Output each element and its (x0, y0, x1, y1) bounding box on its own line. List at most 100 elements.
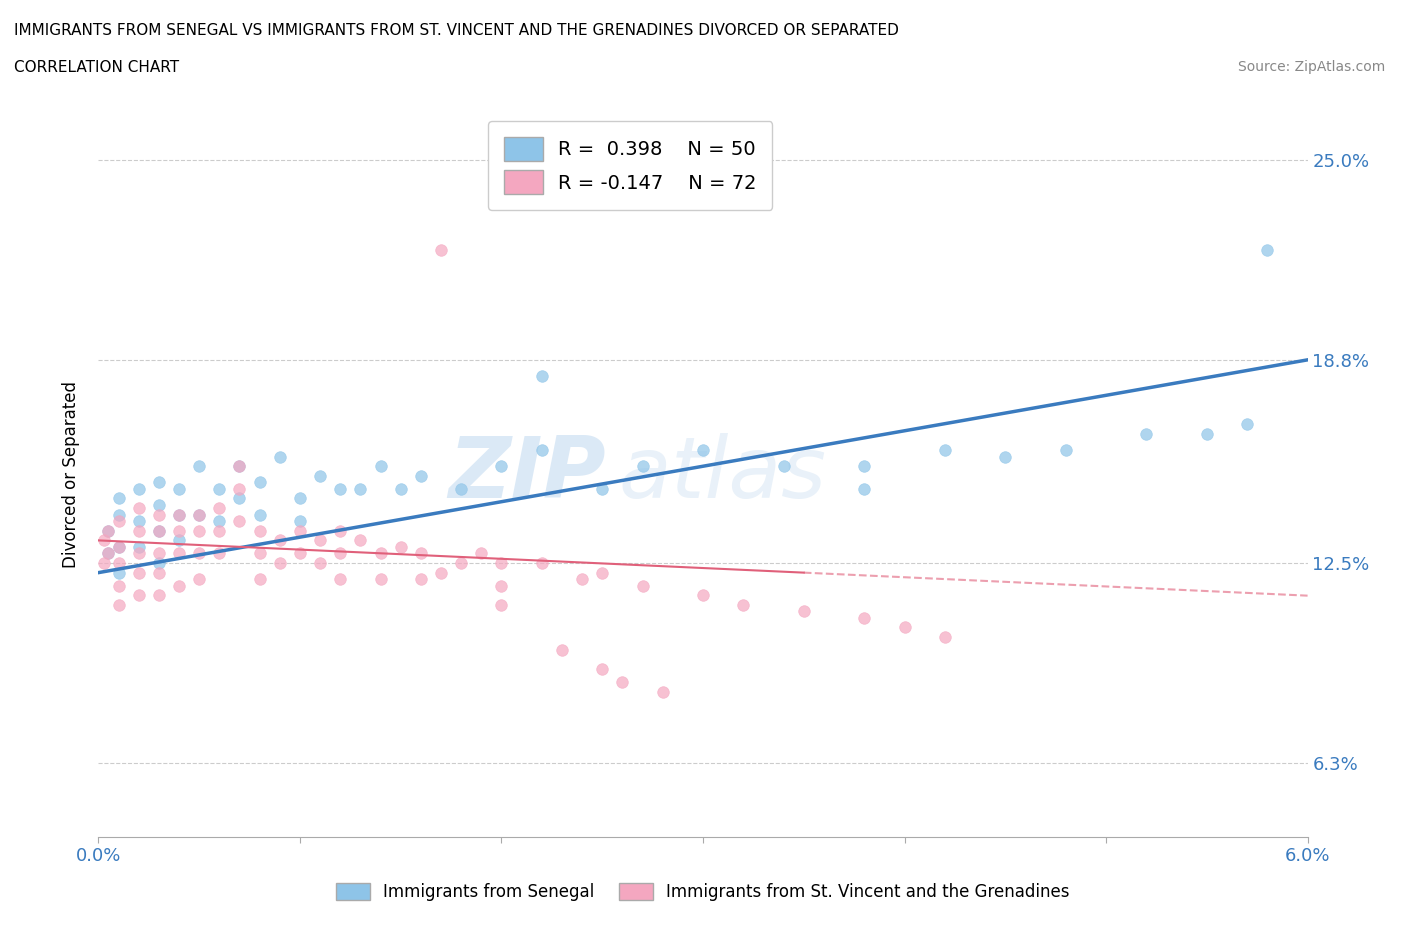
Point (228, 491, 250, 506)
Point (329, 524, 352, 538)
Point (148, 507, 170, 522)
Point (249, 546, 271, 561)
Point (530, 443, 553, 458)
Point (208, 482, 231, 497)
Point (107, 539, 129, 554)
Point (228, 458, 250, 473)
Point (208, 524, 231, 538)
Point (934, 630, 956, 644)
Point (491, 578, 513, 593)
Point (188, 524, 211, 538)
Point (249, 524, 271, 538)
Point (107, 539, 129, 554)
Text: CORRELATION CHART: CORRELATION CHART (14, 60, 179, 75)
Point (128, 546, 150, 561)
Legend: R =  0.398    N = 50, R = -0.147    N = 72: R = 0.398 N = 50, R = -0.147 N = 72 (488, 121, 772, 209)
Point (470, 546, 492, 561)
Point (97, 546, 120, 561)
Point (409, 546, 432, 561)
Point (269, 449, 291, 464)
Y-axis label: Divorced or Separated: Divorced or Separated (62, 380, 80, 568)
Point (93, 533, 115, 548)
Point (409, 572, 432, 587)
Point (128, 513, 150, 528)
Point (188, 458, 211, 473)
Point (430, 243, 453, 258)
Point (107, 513, 129, 528)
Point (167, 507, 190, 522)
Point (107, 565, 129, 580)
Point (107, 578, 129, 593)
Point (128, 500, 150, 515)
Text: ZIP: ZIP (449, 432, 606, 516)
Point (107, 491, 129, 506)
Point (269, 533, 291, 548)
Point (370, 458, 392, 473)
Point (491, 555, 513, 570)
Point (188, 546, 211, 561)
Point (370, 546, 392, 561)
Point (107, 555, 129, 570)
Point (491, 597, 513, 612)
Point (631, 578, 654, 593)
Point (249, 572, 271, 587)
Point (853, 482, 876, 497)
Point (288, 524, 311, 538)
Point (188, 572, 211, 587)
Point (571, 572, 593, 587)
Point (167, 546, 190, 561)
Point (853, 458, 876, 473)
Point (208, 500, 231, 515)
Point (551, 643, 574, 658)
Point (148, 524, 170, 538)
Point (612, 675, 634, 690)
Point (1195, 427, 1218, 442)
Point (288, 491, 311, 506)
Point (148, 565, 170, 580)
Point (148, 555, 170, 570)
Point (329, 546, 352, 561)
Legend: Immigrants from Senegal, Immigrants from St. Vincent and the Grenadines: Immigrants from Senegal, Immigrants from… (330, 876, 1076, 908)
Point (249, 507, 271, 522)
Point (370, 572, 392, 587)
Point (269, 555, 291, 570)
Point (148, 475, 170, 490)
Point (450, 482, 472, 497)
Point (692, 588, 714, 603)
Point (530, 368, 553, 383)
Point (128, 482, 150, 497)
Point (772, 458, 794, 473)
Point (208, 513, 231, 528)
Point (148, 498, 170, 512)
Point (329, 482, 352, 497)
Point (97, 524, 120, 538)
Point (591, 482, 613, 497)
Point (491, 458, 513, 473)
Point (128, 588, 150, 603)
Point (389, 539, 412, 554)
Point (188, 507, 211, 522)
Point (97, 524, 120, 538)
Point (349, 482, 371, 497)
Point (1256, 243, 1278, 258)
Point (309, 533, 332, 548)
Point (309, 555, 332, 570)
Point (288, 513, 311, 528)
Point (167, 482, 190, 497)
Point (793, 604, 815, 618)
Point (309, 469, 332, 484)
Point (1135, 427, 1157, 442)
Point (167, 578, 190, 593)
Point (107, 597, 129, 612)
Point (994, 449, 1017, 464)
Point (148, 524, 170, 538)
Point (208, 546, 231, 561)
Point (167, 507, 190, 522)
Point (148, 546, 170, 561)
Point (228, 458, 250, 473)
Point (893, 620, 915, 635)
Point (249, 475, 271, 490)
Point (329, 572, 352, 587)
Text: Source: ZipAtlas.com: Source: ZipAtlas.com (1237, 60, 1385, 74)
Point (97, 546, 120, 561)
